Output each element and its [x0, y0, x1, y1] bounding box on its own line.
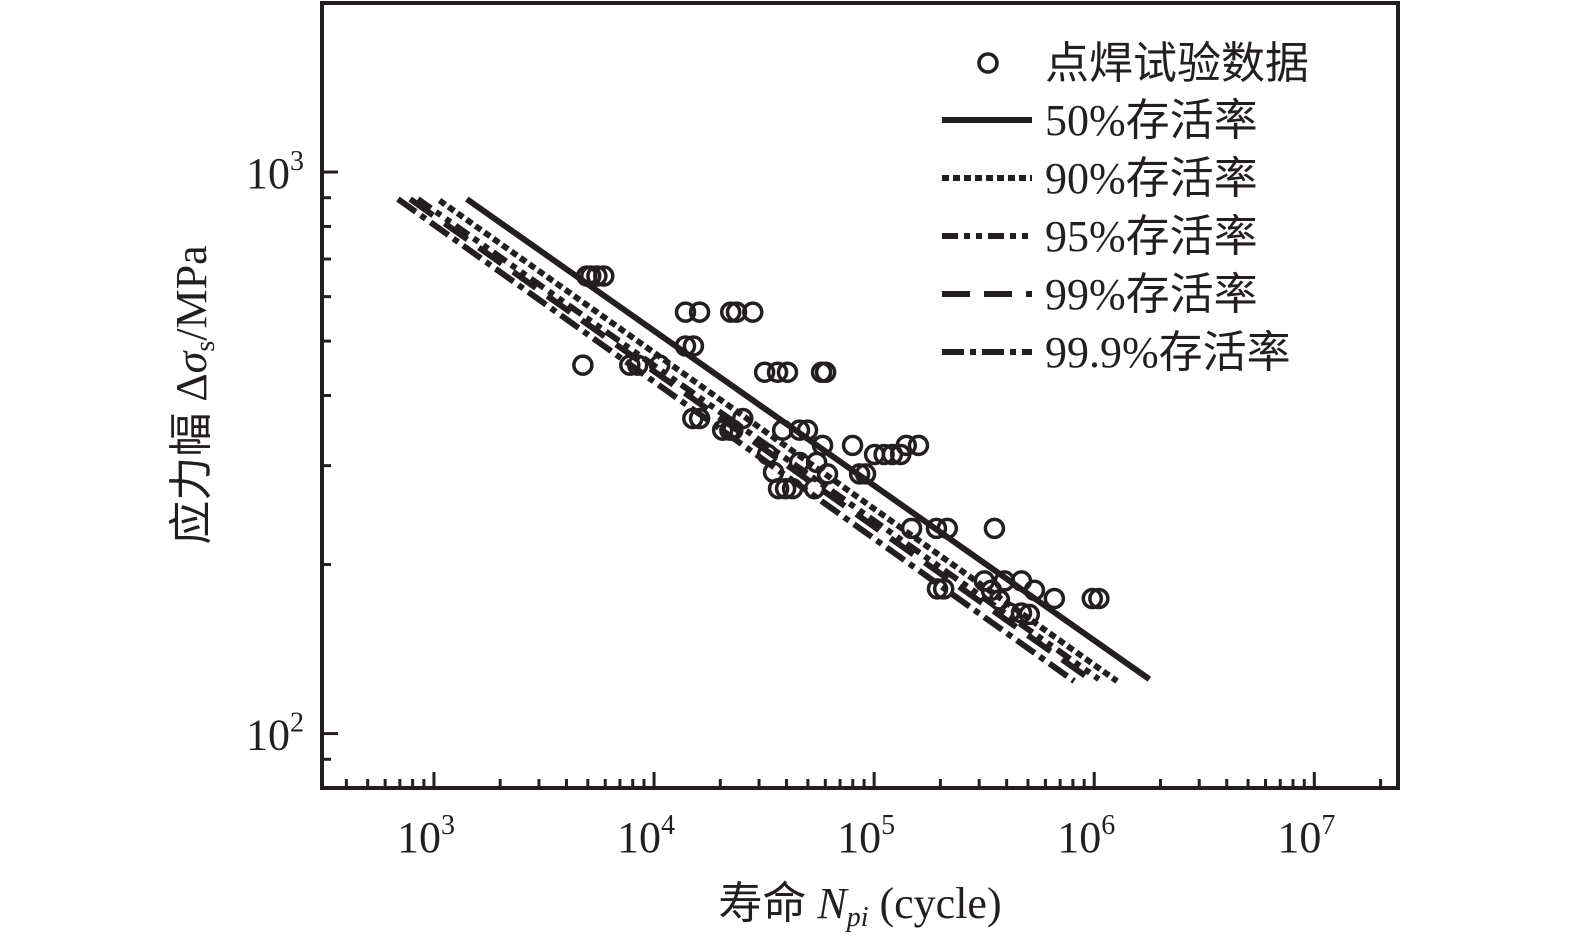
- data-point: [925, 517, 948, 540]
- data-point: [900, 517, 923, 540]
- x-tick-label: 106: [1057, 810, 1115, 862]
- data-point: [788, 419, 811, 441]
- x-tick-label: 107: [1277, 810, 1335, 862]
- legend-label: 90%存活率: [1045, 154, 1258, 203]
- data-point: [719, 419, 741, 441]
- data-point: [805, 451, 828, 474]
- data-point: [907, 434, 930, 457]
- data-point: [1010, 602, 1033, 624]
- legend-label: 95%存活率: [1045, 212, 1258, 261]
- legend: 点焊试验数据 50%存活率 90%存活率 95%存活率 99%存活率 99.9%存活率: [942, 39, 1309, 377]
- data-point: [848, 463, 871, 485]
- x-axis-label: 寿命 Npi (cycle): [718, 879, 1001, 933]
- data-point: [776, 361, 799, 384]
- data-point: [1088, 587, 1110, 610]
- y-axis-label: 应力幅 Δσs/MPa: [167, 245, 221, 544]
- data-point: [580, 265, 602, 287]
- x-tick-label: 104: [617, 810, 675, 862]
- data-point: [732, 407, 754, 430]
- data-point: [572, 354, 594, 376]
- legend-label: 99.9%存活率: [1045, 328, 1291, 377]
- data-point: [1081, 587, 1104, 610]
- data-point: [816, 463, 839, 485]
- data-point: [814, 361, 837, 384]
- data-point: [682, 407, 704, 430]
- series-line: [437, 198, 1119, 684]
- legend-label: 99%存活率: [1045, 270, 1258, 319]
- data-point: [998, 602, 1021, 624]
- data-point: [1018, 603, 1041, 626]
- x-tick-label: 103: [397, 810, 455, 862]
- data-point: [674, 335, 697, 357]
- data-point: [926, 578, 949, 600]
- data-point: [756, 443, 779, 466]
- y-tick-label: 103: [246, 146, 304, 198]
- axis-ticks: 103 104 105 106 107 102 103: [246, 1, 1383, 862]
- data-point: [796, 419, 819, 441]
- data-point: [781, 477, 804, 500]
- data-point: [932, 578, 955, 600]
- data-point: [766, 361, 789, 384]
- x-tick-label: 105: [837, 810, 895, 862]
- legend-label: 点焊试验数据: [1045, 39, 1309, 88]
- data-point: [688, 301, 711, 323]
- scatter-points: [572, 265, 1110, 626]
- data-point: [626, 354, 649, 376]
- data-point: [619, 354, 641, 376]
- data-point: [688, 407, 711, 430]
- data-point: [973, 570, 996, 592]
- data-point: [936, 517, 959, 540]
- legend-label: 50%存活率: [1045, 96, 1258, 145]
- data-point: [1023, 579, 1046, 601]
- data-point: [742, 301, 764, 323]
- data-point: [586, 265, 608, 287]
- data-point: [648, 354, 671, 376]
- data-point: [841, 434, 864, 457]
- data-point: [711, 419, 734, 441]
- data-point: [1043, 587, 1066, 610]
- data-point: [983, 517, 1006, 540]
- y-tick-label: 102: [246, 708, 304, 760]
- data-point: [593, 265, 615, 287]
- data-point: [682, 335, 705, 357]
- data-point: [854, 463, 877, 485]
- data-point: [753, 361, 776, 384]
- series-line: [408, 196, 1090, 680]
- data-point: [895, 434, 918, 457]
- data-point: [788, 451, 811, 474]
- data-point: [803, 477, 826, 500]
- data-point: [674, 301, 697, 323]
- data-point: [774, 477, 797, 500]
- legend-marker-circle: [977, 52, 999, 74]
- data-point: [767, 477, 790, 500]
